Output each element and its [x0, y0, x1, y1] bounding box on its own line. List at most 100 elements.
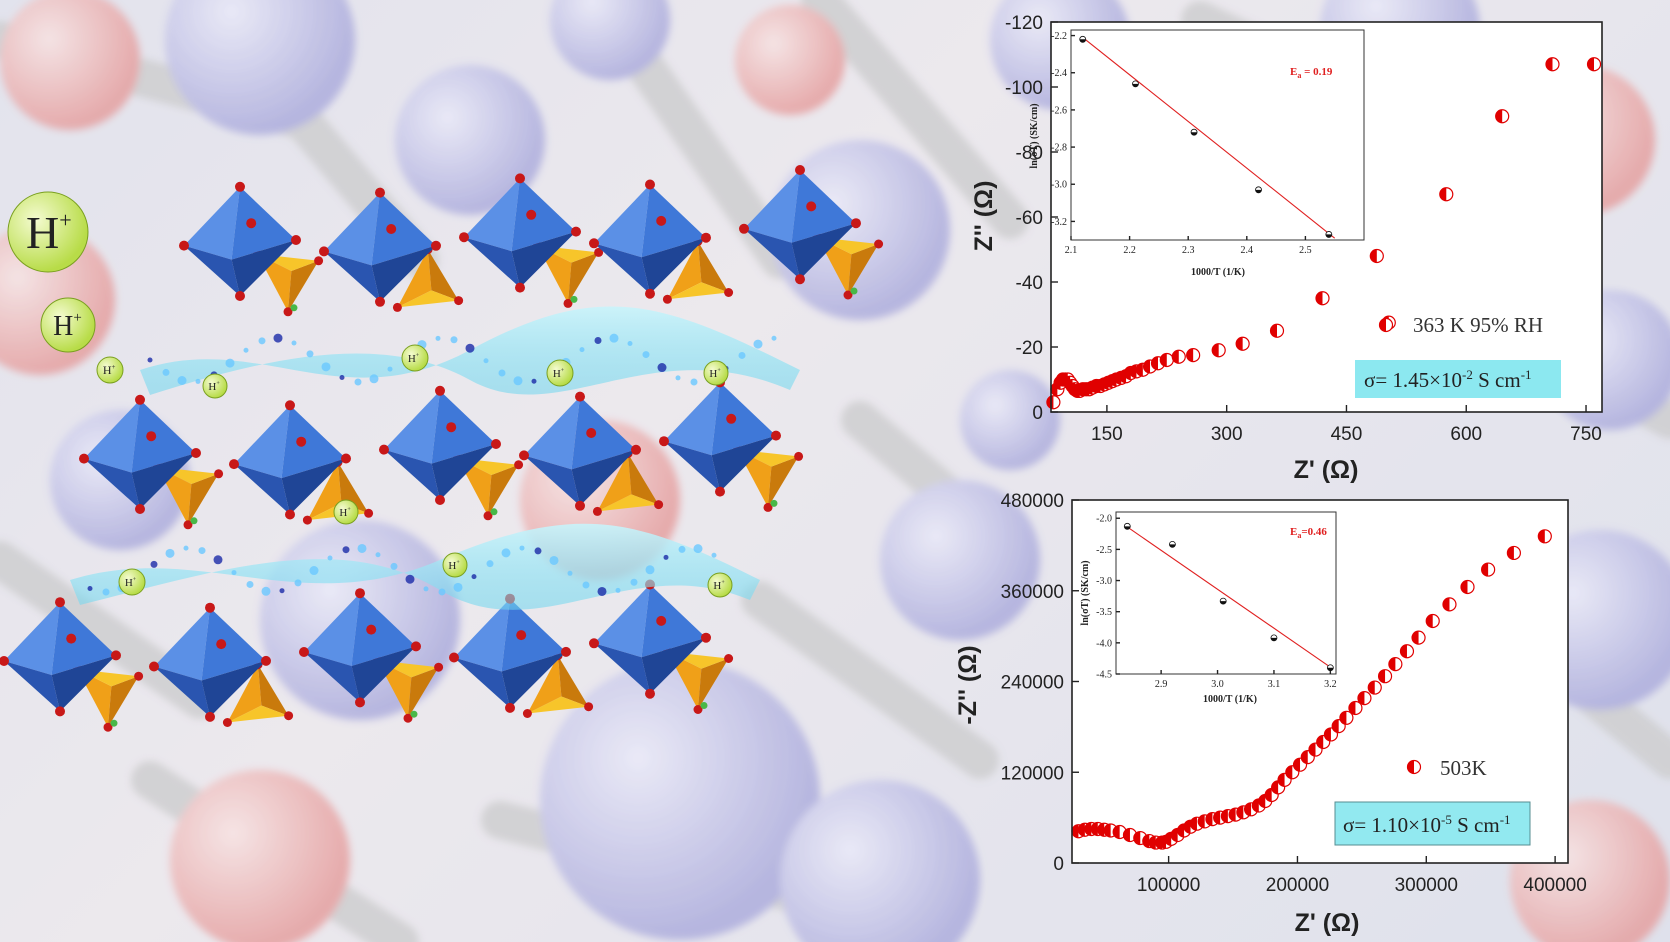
- ion-dot: [321, 362, 331, 372]
- ion-dot: [294, 579, 302, 587]
- ion-dot: [435, 335, 441, 341]
- ion-dot: [177, 376, 187, 386]
- data-point: [1399, 644, 1415, 659]
- data-point-fill: [1495, 109, 1503, 123]
- octahedron-face: [454, 598, 510, 672]
- hydrogen-atom: [110, 719, 118, 727]
- oxygen-atom: [229, 459, 239, 470]
- oxygen-atom: [724, 654, 734, 663]
- oxygen-atom: [514, 460, 524, 470]
- octahedron-face: [384, 449, 440, 500]
- tetrahedron-face: [227, 705, 289, 723]
- data-point: [1481, 562, 1496, 577]
- data-point-fill: [1221, 809, 1228, 823]
- data-point-fill: [1316, 291, 1323, 305]
- x-tick-label: 100000: [1137, 875, 1200, 896]
- data-point-fill: [1229, 808, 1236, 822]
- tetrahedron-face: [288, 260, 319, 312]
- proton-ball: [202, 373, 228, 399]
- data-point-fill: [1587, 57, 1595, 71]
- inset-y-tick-label: -2.6: [1051, 105, 1067, 116]
- data-point: [1377, 669, 1393, 684]
- data-point-fill: [1186, 348, 1194, 362]
- data-point: [1545, 57, 1560, 72]
- oxygen-atom: [589, 638, 599, 649]
- proton-ion: H+: [401, 344, 429, 372]
- data-point: [1388, 657, 1403, 672]
- proton-charge: +: [717, 368, 721, 374]
- tetrahedron-face: [428, 249, 459, 301]
- hydrogen-atom: [410, 710, 418, 718]
- data-point: [1186, 348, 1201, 363]
- y-tick-label: -120: [1005, 13, 1043, 34]
- oxygen-atom: [806, 201, 817, 212]
- octahedron-face: [594, 584, 650, 658]
- proton-charge: +: [112, 363, 116, 371]
- oxygen-atom: [724, 288, 734, 297]
- inset-y-tick-label: -2.5: [1096, 545, 1112, 556]
- oxygen-atom: [763, 502, 773, 512]
- oxygen-atom: [435, 495, 445, 505]
- octahedron-face: [454, 657, 510, 708]
- data-point-fill: [1190, 817, 1197, 831]
- oxygen-atom: [284, 711, 294, 721]
- ion-dot: [102, 588, 110, 596]
- inset-data-point: [1123, 522, 1131, 530]
- oxygen-atom: [526, 209, 537, 220]
- proton-label: H+: [709, 368, 721, 380]
- octahedron-face: [51, 655, 116, 712]
- ion-dot: [627, 340, 633, 346]
- oxygen-atom: [285, 509, 295, 520]
- proton-charge: +: [721, 580, 725, 586]
- conductivity-unit: S cm: [1473, 368, 1521, 392]
- octahedron-face: [371, 192, 436, 266]
- svg-text:Ea=0.46: Ea=0.46: [1290, 526, 1327, 540]
- data-point-fill: [1426, 614, 1433, 628]
- oxygen-atom: [459, 232, 469, 243]
- inset-fit-line: [1082, 37, 1336, 239]
- inset-y-tick-label: -3.0: [1051, 180, 1067, 191]
- ion-dot: [375, 552, 381, 558]
- inset-data-point: [1270, 634, 1278, 642]
- ion-dot: [549, 555, 559, 565]
- octahedron-face: [184, 186, 240, 260]
- y-tick-label: -100: [1005, 78, 1043, 99]
- data-point: [1495, 109, 1510, 124]
- oxygen-atom: [222, 718, 232, 727]
- octahedron-face: [501, 651, 566, 708]
- conductivity-unit-exponent: -1: [1521, 367, 1532, 382]
- proton-label: H+: [208, 381, 220, 393]
- oxygen-atom: [843, 290, 853, 300]
- data-point: [1357, 691, 1372, 706]
- y-tick-label: 360000: [1001, 582, 1064, 603]
- oxygen-atom: [659, 436, 669, 447]
- octahedron-face: [524, 396, 580, 470]
- data-point: [1411, 630, 1426, 645]
- proton-charge: +: [133, 577, 137, 583]
- data-point-fill: [1212, 343, 1219, 357]
- octahedron-face: [511, 178, 576, 252]
- tetrahedron-face: [307, 462, 342, 521]
- data-point-fill: [1236, 805, 1244, 819]
- y-tick-label: 480000: [1001, 491, 1064, 512]
- data-point-fill: [1332, 719, 1339, 733]
- oxygen-atom: [505, 702, 515, 713]
- conductivity-unit: S cm: [1452, 813, 1500, 837]
- svg-text:Ea = 0.19: Ea = 0.19: [1290, 66, 1333, 80]
- octahedron-face: [431, 390, 496, 464]
- octahedron-face: [324, 251, 380, 302]
- legend: 503K: [1406, 756, 1487, 780]
- ion-dot: [498, 369, 506, 377]
- oxygen-atom: [55, 597, 65, 608]
- data-point: [1170, 827, 1185, 843]
- proton-symbol: H: [339, 507, 347, 519]
- data-point-fill: [1129, 364, 1137, 378]
- oxygen-atom: [216, 639, 227, 650]
- proton-label: H+: [448, 560, 460, 572]
- data-point-fill: [1357, 691, 1365, 705]
- proton-ion: H+: [96, 356, 124, 384]
- ion-dot: [531, 378, 537, 384]
- octahedron-face: [594, 243, 650, 294]
- octahedron: [589, 579, 711, 699]
- data-point-fill: [1461, 580, 1468, 594]
